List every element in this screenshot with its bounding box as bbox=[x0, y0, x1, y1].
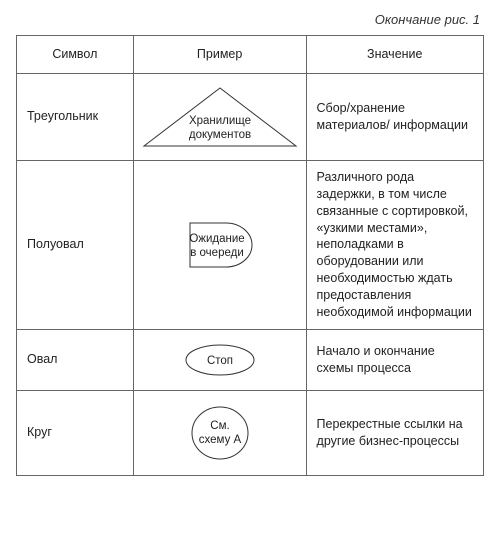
shape-label: Хранилище bbox=[189, 115, 251, 127]
symbol-cell: Круг bbox=[17, 390, 134, 475]
col-example: Пример bbox=[133, 36, 306, 74]
col-symbol: Символ bbox=[17, 36, 134, 74]
meaning-cell: Различного рода задержки, в том числе св… bbox=[306, 160, 483, 329]
triangle-icon: Хранилище документов bbox=[140, 84, 300, 150]
symbol-cell: Полуовал bbox=[17, 160, 134, 329]
symbol-table: Символ Пример Значение Треугольник Храни… bbox=[16, 35, 484, 476]
col-meaning: Значение bbox=[306, 36, 483, 74]
figure-caption: Окончание рис. 1 bbox=[16, 12, 484, 27]
shape-label: схему А bbox=[198, 434, 241, 446]
shape-label: См. bbox=[210, 420, 229, 432]
shape-label: Стоп bbox=[207, 355, 233, 367]
shape-label: Ожидание bbox=[189, 233, 244, 245]
meaning-cell: Перекрестные ссылки на другие бизнес-про… bbox=[306, 390, 483, 475]
meaning-cell: Начало и окончание схемы процесса bbox=[306, 329, 483, 390]
circle-icon: См. схему А bbox=[185, 401, 255, 465]
table-row: Круг См. схему А Перекрестные ссылки на … bbox=[17, 390, 484, 475]
meaning-cell: Сбор/хранение материалов/ информации bbox=[306, 73, 483, 160]
example-cell: Стоп bbox=[133, 329, 306, 390]
shape-label: документов bbox=[189, 129, 251, 141]
table-header-row: Символ Пример Значение bbox=[17, 36, 484, 74]
symbol-cell: Треугольник bbox=[17, 73, 134, 160]
table-row: Треугольник Хранилище документов Сбор/хр… bbox=[17, 73, 484, 160]
example-cell: Хранилище документов bbox=[133, 73, 306, 160]
table-row: Полуовал Ожидание в очереди Различного р… bbox=[17, 160, 484, 329]
shape-label: в очереди bbox=[190, 247, 244, 259]
oval-icon: Стоп bbox=[175, 340, 265, 380]
half-oval-icon: Ожидание в очереди bbox=[170, 217, 270, 273]
symbol-cell: Овал bbox=[17, 329, 134, 390]
example-cell: Ожидание в очереди bbox=[133, 160, 306, 329]
example-cell: См. схему А bbox=[133, 390, 306, 475]
table-row: Овал Стоп Начало и окончание схемы проце… bbox=[17, 329, 484, 390]
